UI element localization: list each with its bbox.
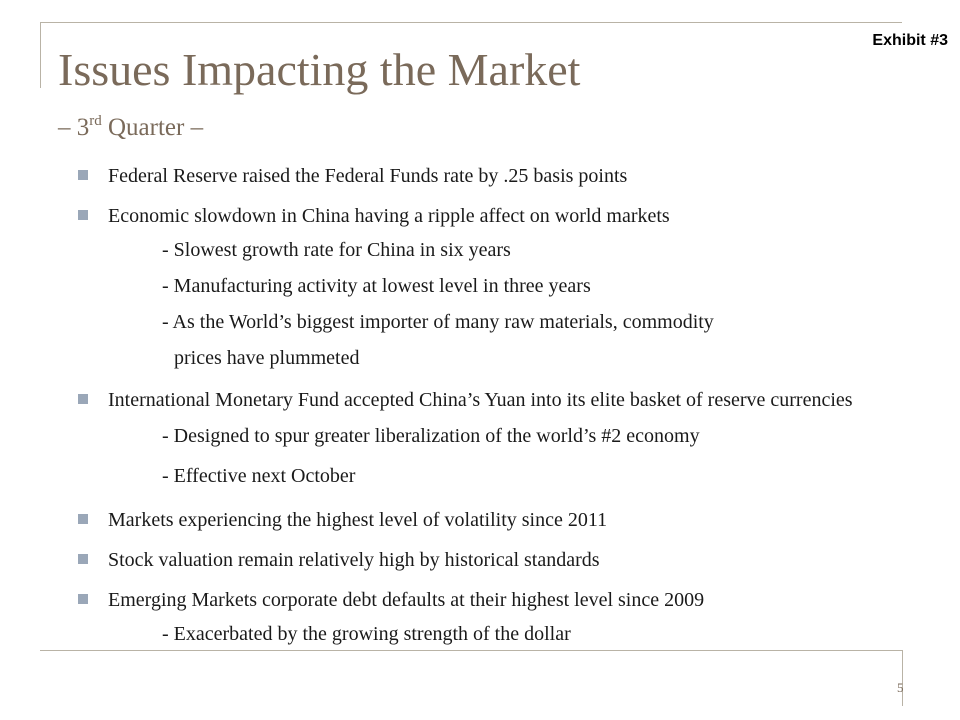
bullet-text: Markets experiencing the highest level o… bbox=[108, 509, 608, 531]
frame-bottom-line bbox=[40, 650, 902, 651]
sub-item: - Effective next October bbox=[162, 465, 356, 487]
subtitle-prefix: – 3 bbox=[58, 114, 90, 141]
bullet-item: International Monetary Fund accepted Chi… bbox=[76, 384, 916, 496]
frame-right-line bbox=[902, 650, 903, 706]
square-bullet-icon bbox=[78, 594, 88, 604]
square-bullet-icon bbox=[78, 170, 88, 180]
square-bullet-icon bbox=[78, 210, 88, 220]
bullet-text: Economic slowdown in China having a ripp… bbox=[108, 205, 670, 227]
frame-top-line bbox=[40, 22, 902, 23]
square-bullet-icon bbox=[78, 514, 88, 524]
bullet-text: Emerging Markets corporate debt defaults… bbox=[108, 589, 705, 611]
bullet-text: Federal Reserve raised the Federal Funds… bbox=[108, 165, 628, 187]
bullet-item: Emerging Markets corporate debt defaults… bbox=[76, 584, 916, 652]
square-bullet-icon bbox=[78, 554, 88, 564]
sub-item: - Designed to spur greater liberalizatio… bbox=[162, 425, 700, 447]
bullet-item: Federal Reserve raised the Federal Funds… bbox=[76, 160, 916, 192]
subtitle-suffix: Quarter – bbox=[101, 114, 204, 141]
exhibit-label: Exhibit #3 bbox=[872, 32, 948, 49]
bullet-item: Stock valuation remain relatively high b… bbox=[76, 544, 916, 576]
sub-item-continuation: prices have plummeted bbox=[174, 347, 360, 369]
bullet-text: Stock valuation remain relatively high b… bbox=[108, 549, 600, 571]
frame-left-line bbox=[40, 22, 41, 88]
subtitle-superscript: rd bbox=[89, 113, 102, 129]
bullet-item: Economic slowdown in China having a ripp… bbox=[76, 200, 916, 376]
sub-item: - Exacerbated by the growing strength of… bbox=[162, 623, 571, 645]
sub-item: - As the World’s biggest importer of man… bbox=[162, 311, 714, 333]
sub-item: - Slowest growth rate for China in six y… bbox=[162, 239, 511, 261]
bullet-item: Markets experiencing the highest level o… bbox=[76, 504, 916, 536]
bullet-list: Federal Reserve raised the Federal Funds… bbox=[76, 160, 916, 660]
sub-item: - Manufacturing activity at lowest level… bbox=[162, 275, 591, 297]
slide-title: Issues Impacting the Market bbox=[58, 44, 581, 95]
page-number: 5 bbox=[897, 680, 904, 695]
slide-subtitle: – 3rd Quarter – bbox=[58, 110, 203, 146]
bullet-text: International Monetary Fund accepted Chi… bbox=[108, 389, 853, 411]
square-bullet-icon bbox=[78, 394, 88, 404]
